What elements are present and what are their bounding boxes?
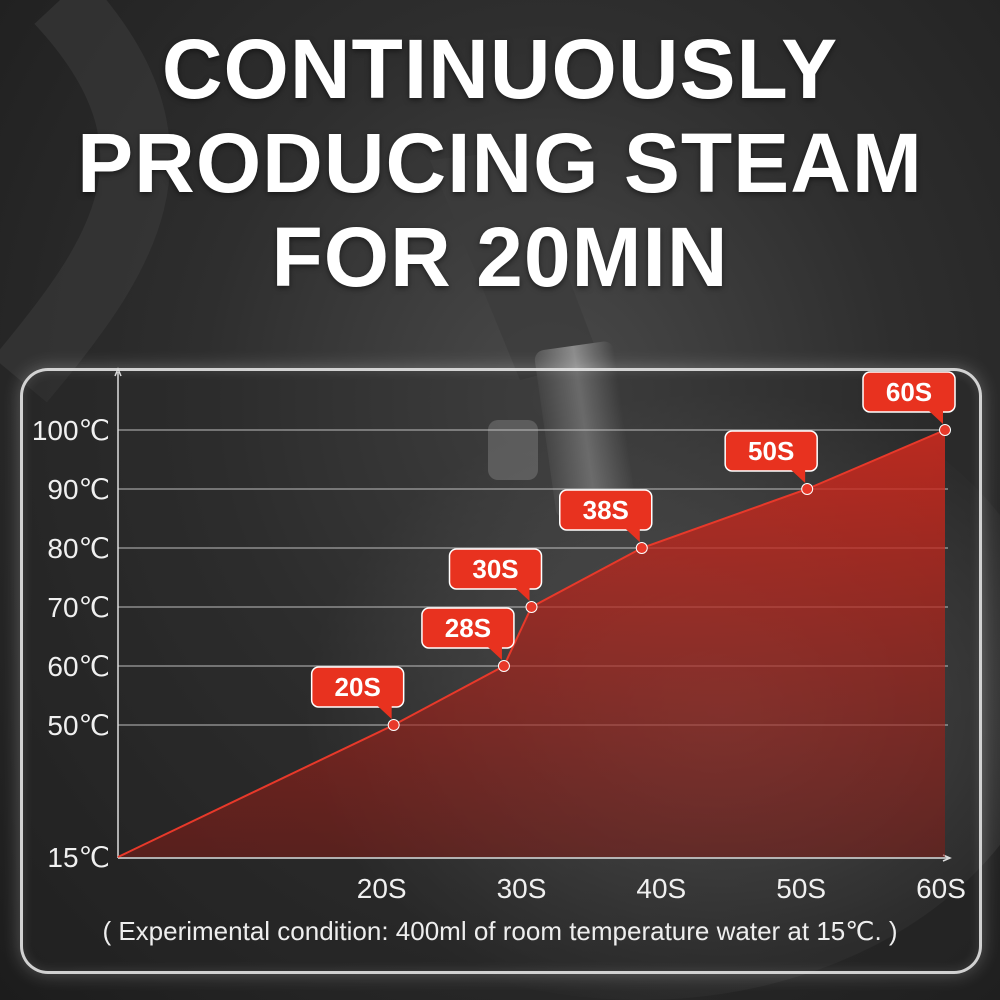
callout-28: 28S xyxy=(421,607,515,660)
callout-pointer-20 xyxy=(377,706,392,719)
x-tick-label-20: 20S xyxy=(357,873,407,904)
data-point-60 xyxy=(939,424,951,436)
callout-label-30: 30S xyxy=(472,554,518,584)
callout-30: 30S xyxy=(448,548,543,601)
callout-box-50 xyxy=(724,430,818,472)
y-tick-label-50: 50℃ xyxy=(47,710,110,741)
x-tick-label-60: 60S xyxy=(916,873,966,904)
callout-38: 38S xyxy=(559,489,653,542)
y-tick-label-80: 80℃ xyxy=(47,533,110,564)
callout-60: 60S xyxy=(862,371,956,424)
data-point-38 xyxy=(635,542,648,554)
y-tick-label-90: 90℃ xyxy=(47,474,110,505)
callout-label-60: 60S xyxy=(886,377,932,407)
data-point-20 xyxy=(387,719,400,731)
callout-50: 50S xyxy=(724,430,818,483)
callout-pointer-28 xyxy=(487,647,502,660)
data-point-30 xyxy=(525,601,538,613)
callout-pointer-50 xyxy=(791,470,806,483)
x-axis-arrow xyxy=(942,854,952,862)
headline-line-1: CONTINUOUSLY xyxy=(161,22,839,116)
callout-label-50: 50S xyxy=(748,436,794,466)
callout-box-60 xyxy=(862,371,956,413)
headline-line-2: PRODUCING STEAM xyxy=(77,116,923,210)
y-axis-arrow xyxy=(114,367,122,377)
callout-box-30 xyxy=(448,548,543,590)
headline-line-3: FOR 20MIN xyxy=(271,210,729,304)
callout-pointer-38 xyxy=(625,529,640,542)
y-tick-label-60: 60℃ xyxy=(47,651,110,682)
callout-pointer-60 xyxy=(929,411,943,424)
callout-label-38: 38S xyxy=(583,495,629,525)
y-tick-label-15: 15℃ xyxy=(47,842,110,873)
callout-box-20 xyxy=(310,666,405,708)
x-tick-label-50: 50S xyxy=(776,873,826,904)
callout-box-28 xyxy=(421,607,515,649)
data-point-28 xyxy=(497,660,510,672)
callout-label-20: 20S xyxy=(335,672,381,702)
data-point-50 xyxy=(801,483,814,495)
x-tick-label-30: 30S xyxy=(497,873,547,904)
temperature-area xyxy=(118,430,945,857)
y-tick-label-70: 70℃ xyxy=(47,592,110,623)
callout-label-28: 28S xyxy=(445,613,491,643)
headline: CONTINUOUSLY PRODUCING STEAM FOR 20MIN xyxy=(0,22,1000,304)
callout-pointer-30 xyxy=(515,588,530,601)
callout-box-38 xyxy=(559,489,653,531)
experimental-condition-note: ( Experimental condition: 400ml of room … xyxy=(102,916,898,946)
callout-20: 20S xyxy=(310,666,405,719)
y-tick-label-100: 100℃ xyxy=(32,415,110,446)
x-tick-label-40: 40S xyxy=(636,873,686,904)
